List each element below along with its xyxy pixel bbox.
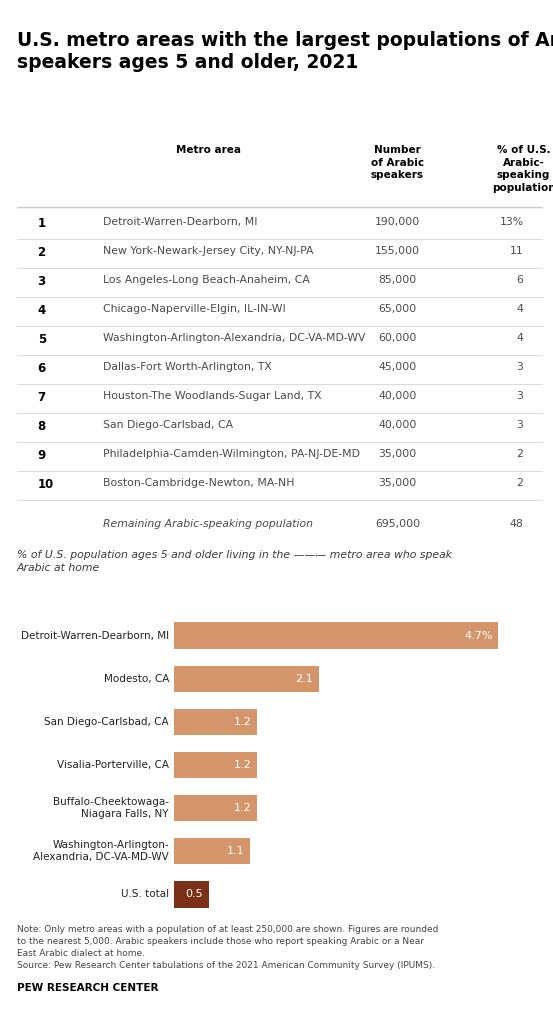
Text: 6: 6 (517, 274, 524, 285)
Text: 2: 2 (517, 450, 524, 459)
Text: Dallas-Fort Worth-Arlington, TX: Dallas-Fort Worth-Arlington, TX (103, 362, 272, 372)
Text: 3: 3 (517, 391, 524, 401)
Text: Number
of Arabic
speakers: Number of Arabic speakers (371, 145, 424, 180)
Text: 85,000: 85,000 (378, 274, 416, 285)
Text: 3: 3 (38, 274, 46, 288)
Text: Boston-Cambridge-Newton, MA-NH: Boston-Cambridge-Newton, MA-NH (103, 478, 295, 488)
Text: San Diego-Carlsbad, CA: San Diego-Carlsbad, CA (103, 420, 233, 430)
Text: Washington-Arlington-Alexandria, DC-VA-MD-WV: Washington-Arlington-Alexandria, DC-VA-M… (103, 333, 366, 343)
Text: Chicago-Naperville-Elgin, IL-IN-WI: Chicago-Naperville-Elgin, IL-IN-WI (103, 304, 286, 314)
Text: 4: 4 (517, 304, 524, 314)
Text: % of U.S.
Arabic-
speaking
population: % of U.S. Arabic- speaking population (492, 145, 553, 193)
Text: 190,000: 190,000 (375, 217, 420, 226)
Text: Houston-The Woodlands-Sugar Land, TX: Houston-The Woodlands-Sugar Land, TX (103, 391, 322, 401)
Text: 65,000: 65,000 (378, 304, 416, 314)
Text: 8: 8 (38, 420, 46, 433)
Text: Los Angeles-Long Beach-Anaheim, CA: Los Angeles-Long Beach-Anaheim, CA (103, 274, 310, 285)
Text: 35,000: 35,000 (378, 478, 416, 488)
Text: 35,000: 35,000 (378, 450, 416, 459)
Text: 695,000: 695,000 (375, 518, 420, 528)
Text: 6: 6 (38, 362, 46, 375)
Text: Metro area: Metro area (176, 145, 241, 156)
Text: 2: 2 (517, 478, 524, 488)
Text: New York-Newark-Jersey City, NY-NJ-PA: New York-Newark-Jersey City, NY-NJ-PA (103, 246, 314, 256)
Text: 5: 5 (38, 333, 46, 346)
Text: 40,000: 40,000 (378, 391, 416, 401)
Text: 48: 48 (510, 518, 524, 528)
Text: 40,000: 40,000 (378, 420, 416, 430)
Text: 2: 2 (38, 246, 46, 259)
Text: 11: 11 (510, 246, 524, 256)
Text: 7: 7 (38, 391, 46, 404)
Text: Remaining Arabic-speaking population: Remaining Arabic-speaking population (103, 518, 313, 528)
Text: 155,000: 155,000 (375, 246, 420, 256)
Text: 60,000: 60,000 (378, 333, 416, 343)
Text: 4: 4 (38, 304, 46, 317)
Text: 13%: 13% (499, 217, 524, 226)
Text: Detroit-Warren-Dearborn, MI: Detroit-Warren-Dearborn, MI (103, 217, 258, 226)
Text: 9: 9 (38, 450, 46, 462)
Text: 1: 1 (38, 217, 46, 229)
Text: 3: 3 (517, 362, 524, 372)
Text: 45,000: 45,000 (378, 362, 416, 372)
Text: U.S. metro areas with the largest populations of Arabic
speakers ages 5 and olde: U.S. metro areas with the largest popula… (17, 31, 553, 72)
Text: Philadelphia-Camden-Wilmington, PA-NJ-DE-MD: Philadelphia-Camden-Wilmington, PA-NJ-DE… (103, 450, 360, 459)
Text: 4: 4 (517, 333, 524, 343)
Text: Note: Only metro areas with a population of at least 250,000 are shown. Figures : Note: Only metro areas with a population… (17, 925, 438, 970)
Text: % of U.S. population ages 5 and older living in the ——— metro area who speak
Ara: % of U.S. population ages 5 and older li… (17, 550, 452, 573)
Text: PEW RESEARCH CENTER: PEW RESEARCH CENTER (17, 983, 158, 993)
Text: 10: 10 (38, 478, 54, 492)
Text: 3: 3 (517, 420, 524, 430)
